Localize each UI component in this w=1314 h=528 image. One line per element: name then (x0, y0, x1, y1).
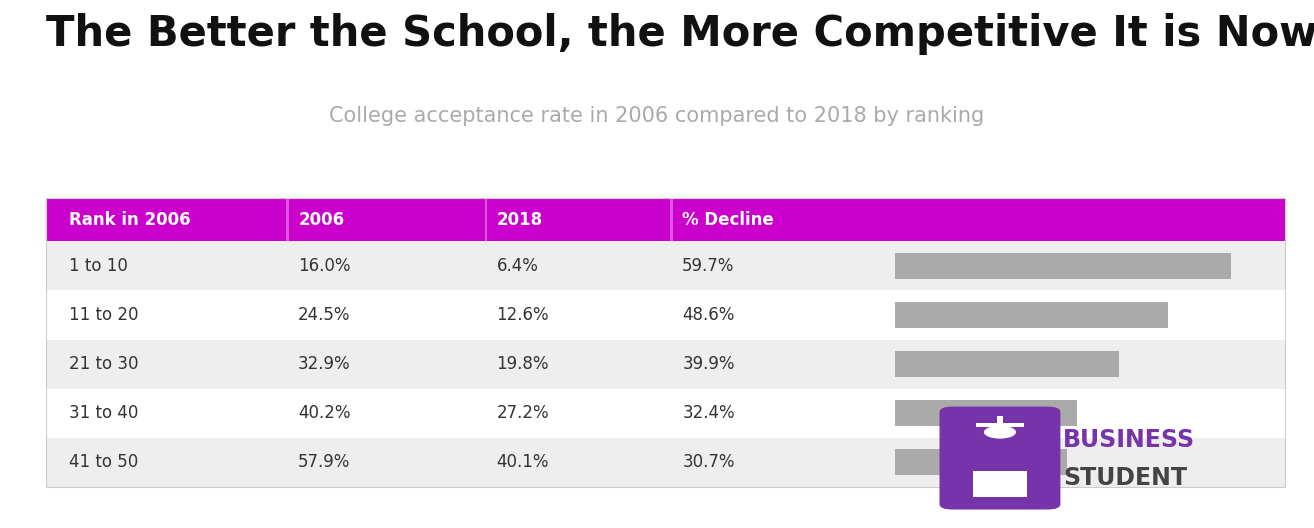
Text: % Decline: % Decline (682, 211, 774, 229)
Text: 11 to 20: 11 to 20 (68, 306, 138, 324)
Text: 30.7%: 30.7% (682, 453, 735, 472)
Text: 19.8%: 19.8% (497, 355, 549, 373)
Text: 6.4%: 6.4% (497, 257, 539, 275)
Text: 1 to 10: 1 to 10 (68, 257, 127, 275)
Text: 2006: 2006 (298, 211, 344, 229)
Text: The Better the School, the More Competitive It is Now: The Better the School, the More Competit… (46, 13, 1314, 55)
Text: 39.9%: 39.9% (682, 355, 735, 373)
Text: 16.0%: 16.0% (298, 257, 351, 275)
Text: 40.1%: 40.1% (497, 453, 549, 472)
Text: 32.4%: 32.4% (682, 404, 735, 422)
Text: 41 to 50: 41 to 50 (68, 453, 138, 472)
Text: 32.9%: 32.9% (298, 355, 351, 373)
Text: 59.7%: 59.7% (682, 257, 735, 275)
Text: College acceptance rate in 2006 compared to 2018 by ranking: College acceptance rate in 2006 compared… (330, 106, 984, 126)
Text: Rank in 2006: Rank in 2006 (68, 211, 191, 229)
Text: 48.6%: 48.6% (682, 306, 735, 324)
Text: BUSINESS: BUSINESS (1063, 428, 1196, 451)
Text: 24.5%: 24.5% (298, 306, 351, 324)
Text: 40.2%: 40.2% (298, 404, 351, 422)
Text: 2018: 2018 (497, 211, 543, 229)
Text: 12.6%: 12.6% (497, 306, 549, 324)
Text: 57.9%: 57.9% (298, 453, 351, 472)
Text: 21 to 30: 21 to 30 (68, 355, 138, 373)
Text: 27.2%: 27.2% (497, 404, 549, 422)
Text: STUDENT: STUDENT (1063, 466, 1187, 491)
Text: 31 to 40: 31 to 40 (68, 404, 138, 422)
